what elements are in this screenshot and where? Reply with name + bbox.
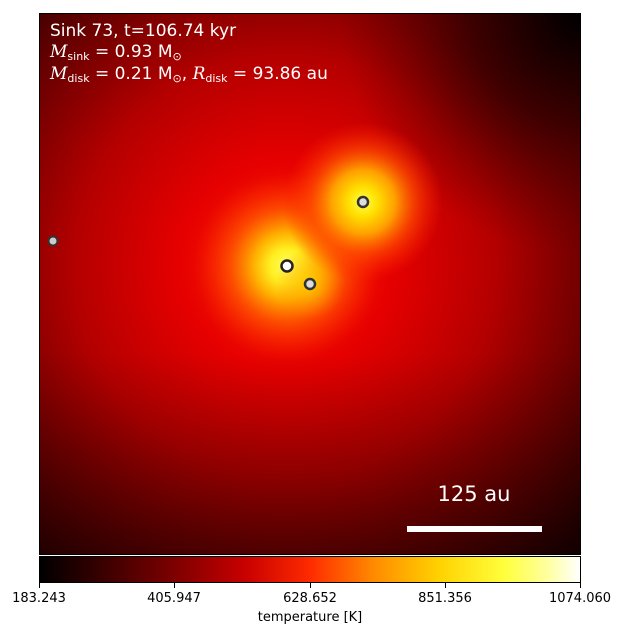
colorbar-tick-label: 1074.060: [548, 591, 612, 606]
colorbar-tick-label: 851.356: [418, 591, 472, 606]
disk-properties-label: Mdisk = 0.21 M⊙, Rdisk = 93.86 au: [50, 64, 328, 85]
sink-mass-label: Msink = 0.93 M⊙: [50, 42, 182, 63]
sink-title: Sink 73, t=106.74 kyr: [50, 21, 237, 41]
colorbar-tick: [174, 583, 175, 588]
colorbar-tick: [39, 583, 40, 588]
colorbar-tick: [580, 583, 581, 588]
sink-marker-companion-upper: [356, 195, 370, 209]
scale-bar: [407, 526, 542, 532]
temperature-image: [40, 14, 580, 554]
colorbar-tick: [310, 583, 311, 588]
colorbar-label: temperature [K]: [257, 610, 363, 625]
sink-marker-main: [280, 259, 294, 273]
temperature-map: Sink 73, t=106.74 kyr Msink = 0.93 M⊙ Md…: [39, 13, 581, 555]
colorbar-tick-label: 405.947: [147, 591, 201, 606]
colorbar-tick-label: 628.652: [283, 591, 337, 606]
sink-marker-companion-lower: [303, 277, 317, 291]
colorbar-tick-label: 183.243: [12, 591, 66, 606]
colorbar-tick: [445, 583, 446, 588]
sink-marker-edge-left: [47, 235, 59, 247]
scale-bar-label: 125 au: [437, 482, 511, 506]
colorbar: [39, 556, 581, 583]
